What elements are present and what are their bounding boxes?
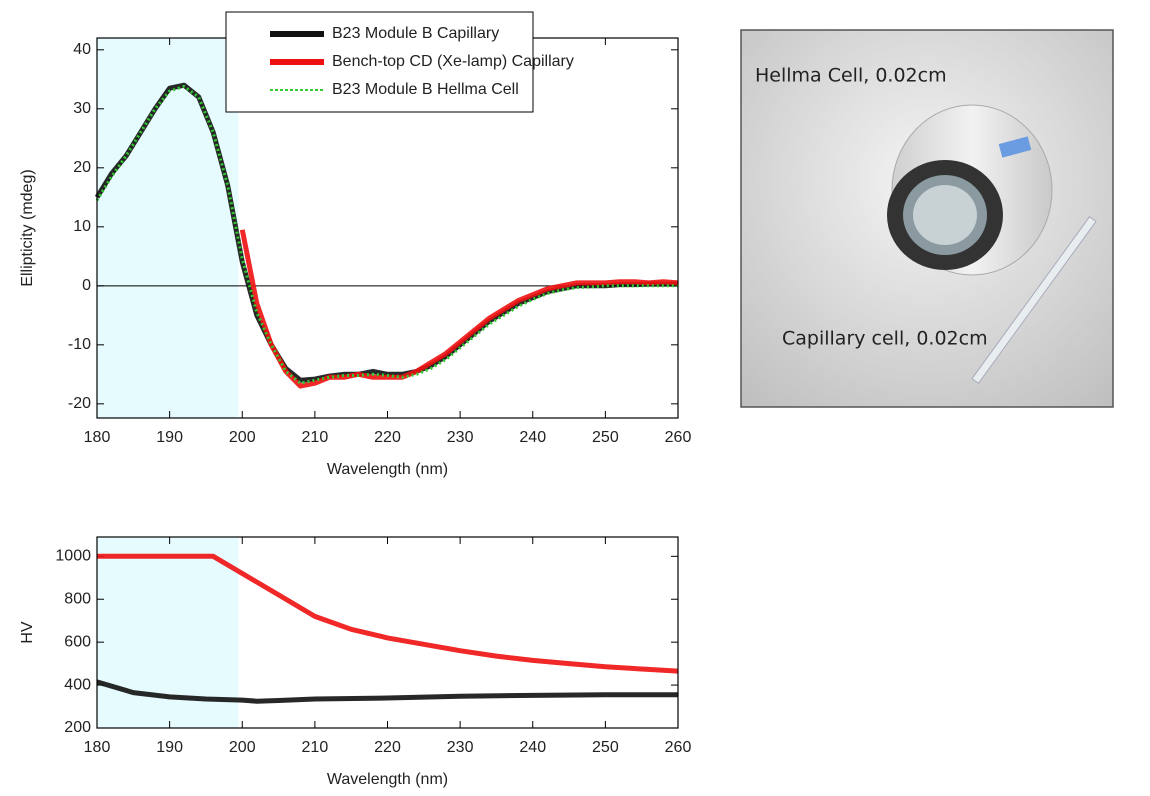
series-line [239, 229, 679, 389]
series-line [95, 84, 678, 385]
x-tick-label: 180 [84, 739, 111, 756]
x-axis-label: Wavelength (nm) [327, 461, 448, 478]
x-tick-label: 220 [374, 739, 401, 756]
y-tick-label: 0 [82, 277, 91, 294]
y-tick-label: 20 [73, 159, 91, 176]
x-tick-label: 250 [592, 429, 619, 446]
photo-label: Capillary cell, 0.02cm [782, 328, 988, 350]
plot-frame [96, 536, 679, 729]
highlight-region [97, 38, 239, 418]
series-line [96, 679, 678, 704]
y-tick-label: 800 [64, 590, 91, 607]
y-tick-label: 600 [64, 633, 91, 650]
legend-label: Bench-top CD (Xe-lamp) Capillary [332, 53, 574, 70]
y-tick-label: 10 [73, 218, 91, 235]
y-tick-label: -10 [68, 336, 91, 353]
x-tick-label: 180 [84, 429, 111, 446]
x-tick-label: 200 [229, 739, 256, 756]
x-tick-label: 250 [592, 739, 619, 756]
x-tick-label: 210 [302, 739, 329, 756]
legend-label: B23 Module B Capillary [332, 25, 499, 42]
x-tick-label: 210 [302, 429, 329, 446]
y-tick-label: 1000 [55, 548, 91, 565]
x-tick-label: 200 [229, 429, 256, 446]
y-axis-label: HV [19, 621, 36, 644]
x-axis-label: Wavelength (nm) [327, 771, 448, 788]
x-tick-label: 190 [156, 739, 183, 756]
x-tick-label: 260 [665, 429, 692, 446]
x-tick-label: 230 [447, 429, 474, 446]
y-tick-label: 30 [73, 100, 91, 117]
legend: B23 Module B Capillary Bench-top CD (Xe-l… [225, 11, 574, 113]
y-tick-label: -20 [68, 395, 91, 412]
x-tick-label: 190 [156, 429, 183, 446]
x-tick-label: 220 [374, 429, 401, 446]
x-tick-label: 260 [665, 739, 692, 756]
y-tick-label: 200 [64, 719, 91, 736]
y-axis-label: Ellipticity (mdeg) [19, 169, 36, 286]
y-tick-label: 40 [73, 41, 91, 58]
cell-glass [913, 185, 977, 245]
chart: 200 400 600 800 1000 180 190 200 210 220 230 240 250… [19, 536, 692, 788]
legend-label: B23 Module B Hellma Cell [332, 81, 519, 98]
y-tick-label: 400 [64, 676, 91, 693]
photo-label: Hellma Cell, 0.02cm [755, 65, 947, 87]
photo: Hellma Cell, 0.02cm Capillary cell, 0.02… [740, 29, 1114, 408]
capillary [971, 216, 1097, 384]
x-tick-label: 230 [447, 739, 474, 756]
x-tick-label: 240 [519, 429, 546, 446]
chart: -20 -10 0 10 20 30 40 180 190 200 210 220 230 240 250 2… [19, 11, 692, 478]
x-tick-label: 240 [519, 739, 546, 756]
cell-label [998, 136, 1032, 158]
series-line [97, 553, 679, 674]
